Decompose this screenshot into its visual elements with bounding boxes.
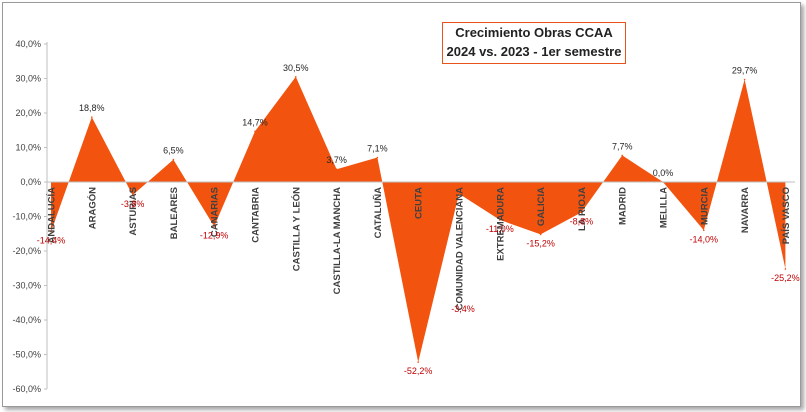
category-label: GALICIA [536, 187, 547, 226]
category-label: ANDALUCÍA [47, 187, 58, 244]
chart-area: 40,0% 30,0% 20,0% 10,0% 0,0% -10,0% -20,0% -30,… [2, 2, 801, 407]
category-label: CASTILLA Y LEÓN [290, 187, 302, 271]
y-tick-label: -50,0% [12, 350, 41, 360]
data-label: -3,4% [451, 304, 475, 314]
data-label: 29,7% [732, 66, 758, 76]
chart-title-line-2: 2024 vs. 2023 - 1er semestre [446, 44, 622, 59]
data-label: -11,0% [486, 224, 514, 234]
data-label: -25,2% [771, 273, 800, 283]
data-point [703, 229, 705, 232]
category-label: MURCIA [699, 187, 710, 225]
category-label: ARAGÓN [86, 187, 98, 229]
category-label: BALEARES [169, 187, 180, 239]
category-label: PAÍS VASCO [781, 187, 792, 244]
data-label: -15,2% [526, 238, 555, 248]
y-axis-ticks: 40,0% 30,0% 20,0% 10,0% 0,0% -10,0% -20,0% -30,… [12, 39, 41, 394]
data-point [335, 168, 338, 171]
data-label: -12,9% [200, 231, 229, 241]
category-label: CANARIAS [210, 187, 221, 237]
category-label: CANTABRIA [251, 187, 262, 243]
data-point [172, 158, 175, 161]
data-label: -8,8% [570, 216, 594, 226]
data-point [91, 116, 93, 118]
data-label: -14,0% [690, 234, 719, 244]
data-point [376, 156, 379, 159]
data-point [295, 75, 297, 78]
data-label: 18,8% [79, 103, 105, 113]
y-tick-label: 0,0% [20, 177, 41, 187]
y-tick-label: 40,0% [15, 39, 41, 49]
y-tick-label: 20,0% [15, 108, 41, 118]
y-tick-label: -20,0% [12, 246, 41, 256]
data-label: 0,0% [653, 168, 674, 178]
axis-layer [44, 42, 795, 390]
category-label: EXTREMADURA [495, 187, 506, 261]
chart-title: Crecimiento Obras CCAA 2024 vs. 2023 - 1… [442, 22, 626, 64]
category-label: ASTURIAS [128, 187, 139, 236]
y-tick-label: -40,0% [12, 315, 41, 325]
data-point [213, 225, 215, 228]
y-tick-label: -60,0% [12, 384, 41, 394]
category-label: CATALUÑA [373, 187, 384, 238]
chart-svg: 40,0% 30,0% 20,0% 10,0% 0,0% -10,0% -20,0% -30,… [12, 39, 800, 394]
data-label: 7,1% [367, 144, 388, 154]
y-tick-label: -30,0% [12, 281, 41, 291]
data-point [580, 211, 583, 214]
data-label: 3,7% [326, 155, 347, 165]
y-tick-label: -10,0% [12, 212, 41, 222]
y-tick-label: 10,0% [15, 143, 41, 153]
data-point [417, 361, 420, 363]
series-area [51, 76, 786, 363]
data-label: -52,2% [404, 366, 433, 376]
category-label: CEUTA [414, 187, 425, 219]
category-label: COMUNIDAD VALENCIANA [455, 187, 466, 310]
y-tick-label: 30,0% [15, 74, 41, 84]
area-layer [50, 75, 787, 363]
category-label: CASTILLA-LA MANCHA [332, 187, 343, 294]
data-labels: -14,4% 18,8% -3,8% 6,5% -12,9% 14,7% 30,5% 3,7%… [37, 63, 800, 376]
data-point [743, 78, 746, 81]
data-label: 7,7% [612, 141, 633, 151]
data-label: 6,5% [163, 146, 184, 156]
category-label: NAVARRA [740, 187, 751, 233]
data-label: 14,7% [242, 117, 268, 127]
data-point [539, 233, 542, 236]
data-point [621, 154, 623, 157]
data-label: -3,8% [121, 199, 145, 209]
data-label: 30,5% [283, 63, 309, 73]
data-point [131, 194, 134, 196]
data-point [458, 192, 460, 195]
data-point [254, 130, 256, 133]
data-point [784, 268, 787, 270]
data-point [50, 230, 52, 233]
data-label: -14,4% [37, 236, 66, 246]
chart-title-line-1: Crecimiento Obras CCAA [455, 25, 613, 40]
category-label: MADRID [618, 187, 629, 225]
x-axis-categories: ANDALUCÍA ARAGÓN ASTURIAS BALEARES CANARIAS C… [47, 187, 792, 310]
category-label: LA RIOJA [577, 187, 588, 231]
category-label: MELILLA [659, 187, 670, 228]
data-point [499, 219, 501, 221]
